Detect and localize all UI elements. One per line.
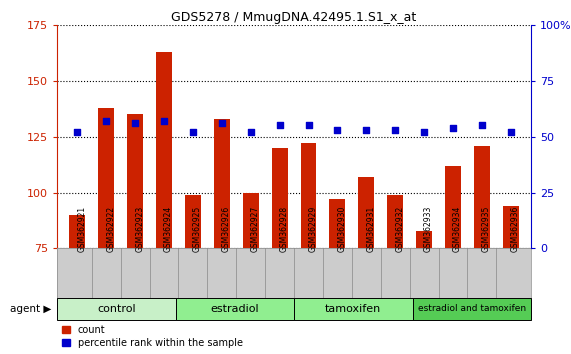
Text: GSM362929: GSM362929	[308, 206, 317, 252]
Text: GSM362930: GSM362930	[337, 206, 347, 252]
Bar	[387, 195, 403, 354]
Point	[275, 122, 284, 128]
Text: GSM362936: GSM362936	[511, 206, 520, 252]
FancyBboxPatch shape	[176, 298, 294, 320]
Point	[188, 129, 198, 135]
Text: estradiol: estradiol	[211, 304, 259, 314]
Point	[73, 129, 82, 135]
FancyBboxPatch shape	[57, 298, 176, 320]
Point	[477, 122, 486, 128]
Bar	[329, 199, 345, 354]
Point	[304, 122, 313, 128]
Text: GSM362922: GSM362922	[106, 206, 115, 252]
Text: GSM362934: GSM362934	[453, 206, 462, 252]
Legend: count, percentile rank within the sample: count, percentile rank within the sample	[62, 325, 243, 348]
Bar	[359, 177, 374, 354]
Bar	[300, 143, 316, 354]
Point	[506, 129, 516, 135]
Text: GSM362931: GSM362931	[367, 206, 375, 252]
Text: estradiol and tamoxifen: estradiol and tamoxifen	[418, 304, 526, 313]
Bar	[127, 114, 143, 354]
Text: control: control	[97, 304, 136, 314]
Bar	[185, 195, 201, 354]
Point	[448, 125, 457, 131]
Text: GSM362924: GSM362924	[164, 206, 173, 252]
Bar	[416, 230, 432, 354]
Bar	[445, 166, 461, 354]
Point	[420, 129, 429, 135]
Point	[102, 118, 111, 124]
Text: GSM362923: GSM362923	[135, 206, 144, 252]
Text: GSM362925: GSM362925	[193, 206, 202, 252]
Bar	[156, 52, 172, 354]
Title: GDS5278 / MmugDNA.42495.1.S1_x_at: GDS5278 / MmugDNA.42495.1.S1_x_at	[171, 11, 417, 24]
Bar	[243, 193, 259, 354]
Text: GSM362935: GSM362935	[482, 206, 491, 252]
Point	[159, 118, 168, 124]
Text: GSM362933: GSM362933	[424, 206, 433, 252]
Point	[131, 120, 140, 126]
Text: GSM362932: GSM362932	[395, 206, 404, 252]
Text: GSM362926: GSM362926	[222, 206, 231, 252]
Point	[362, 127, 371, 133]
Bar	[214, 119, 230, 354]
Point	[333, 127, 342, 133]
Bar	[98, 108, 114, 354]
Text: agent ▶: agent ▶	[10, 304, 51, 314]
Bar	[272, 148, 288, 354]
Point	[217, 120, 226, 126]
FancyBboxPatch shape	[412, 298, 531, 320]
Text: GSM362927: GSM362927	[251, 206, 260, 252]
Text: GSM362921: GSM362921	[77, 206, 86, 252]
Point	[391, 127, 400, 133]
Text: tamoxifen: tamoxifen	[325, 304, 381, 314]
Text: GSM362928: GSM362928	[280, 206, 288, 252]
Bar	[70, 215, 85, 354]
Bar	[474, 145, 490, 354]
Bar	[503, 206, 518, 354]
FancyBboxPatch shape	[294, 298, 412, 320]
Point	[246, 129, 255, 135]
